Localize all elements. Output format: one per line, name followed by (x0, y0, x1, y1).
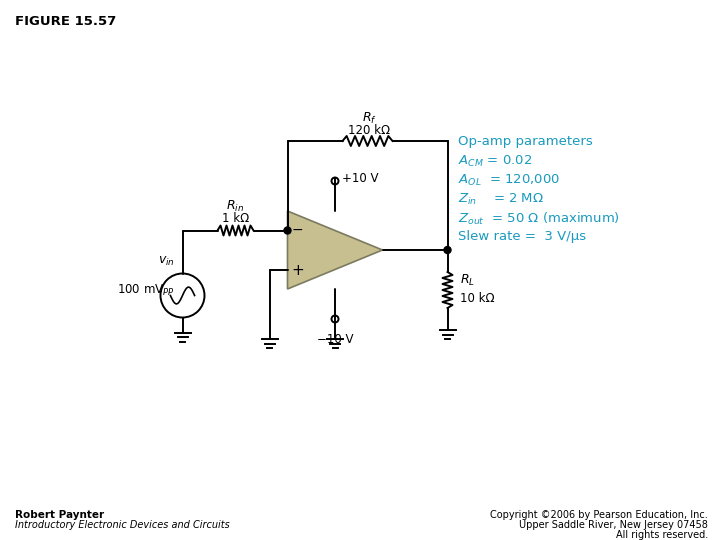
Text: Copyright ©2006 by Pearson Education, Inc.: Copyright ©2006 by Pearson Education, In… (490, 510, 708, 520)
Text: $A_{CM}$ = 0.02: $A_{CM}$ = 0.02 (458, 154, 532, 169)
Text: $R_{in}$: $R_{in}$ (227, 199, 245, 214)
Text: Slew rate =  3 V/μs: Slew rate = 3 V/μs (458, 230, 586, 243)
Text: $R_f$: $R_f$ (362, 111, 377, 126)
Text: −: − (292, 222, 303, 237)
Text: +10 V: +10 V (342, 172, 379, 185)
Text: $v_{in}$: $v_{in}$ (158, 255, 174, 268)
Text: Introductory Electronic Devices and Circuits: Introductory Electronic Devices and Circ… (15, 520, 230, 530)
Text: Robert Paynter: Robert Paynter (15, 510, 104, 520)
Text: −10 V: −10 V (317, 333, 354, 346)
Text: 10 kΩ: 10 kΩ (459, 292, 494, 305)
Text: Upper Saddle River, New Jersey 07458: Upper Saddle River, New Jersey 07458 (519, 520, 708, 530)
Text: 1 kΩ: 1 kΩ (222, 213, 249, 226)
Text: FIGURE 15.57: FIGURE 15.57 (15, 15, 116, 28)
Text: Op-amp parameters: Op-amp parameters (458, 135, 593, 148)
Circle shape (444, 246, 451, 253)
Text: $Z_{in}$    = 2 MΩ: $Z_{in}$ = 2 MΩ (458, 192, 544, 207)
Text: +: + (291, 263, 304, 278)
Circle shape (284, 227, 291, 234)
Text: $R_L$: $R_L$ (459, 273, 474, 287)
Text: 120 kΩ: 120 kΩ (348, 124, 390, 137)
Text: $Z_{out}$  = 50 Ω (maximum): $Z_{out}$ = 50 Ω (maximum) (458, 211, 620, 227)
Polygon shape (287, 211, 382, 289)
Text: All rights reserved.: All rights reserved. (616, 530, 708, 540)
Text: $A_{OL}$  = 120,000: $A_{OL}$ = 120,000 (458, 173, 560, 188)
Text: 100 mV$_{PP}$: 100 mV$_{PP}$ (117, 283, 174, 298)
